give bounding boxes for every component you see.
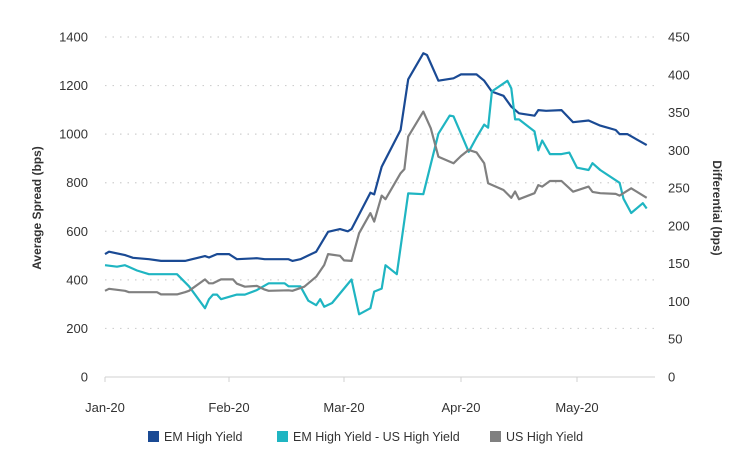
y2-axis-label: Differential (bps) (710, 160, 724, 255)
y-tick-label: 1000 (59, 127, 88, 142)
legend-label: EM High Yield - US High Yield (293, 430, 460, 444)
legend-item: US High Yield (490, 430, 583, 444)
series-line-1 (104, 79, 648, 316)
x-tick-label: Feb-20 (208, 400, 249, 415)
series-lines (104, 52, 648, 316)
y2-tick-label: 150 (668, 256, 690, 271)
x-tick-label: Mar-20 (323, 400, 364, 415)
x-tick-label: Jan-20 (85, 400, 125, 415)
x-tick-label: Apr-20 (441, 400, 480, 415)
y-axis-label: Average Spread (bps) (30, 146, 44, 270)
y-tick-label: 400 (66, 272, 88, 287)
legend-label: EM High Yield (164, 430, 243, 444)
y-tick-label: 200 (66, 321, 88, 336)
y2-tick-label: 250 (668, 181, 690, 196)
y2-tick-label: 0 (668, 370, 675, 385)
y2-tick-label: 450 (668, 30, 690, 45)
legend-swatch (277, 431, 288, 442)
series-line-2 (104, 110, 648, 296)
y-tick-label: 800 (66, 175, 88, 190)
y-tick-label: 1200 (59, 78, 88, 93)
legend-label: US High Yield (506, 430, 583, 444)
legend-swatch (490, 431, 501, 442)
y2-tick-label: 400 (668, 67, 690, 82)
axes: 0 200 400 600 800 1000 1200 1400 0 50 100 150 200 250… (59, 30, 690, 416)
y2-tick-label: 300 (668, 143, 690, 158)
y-tick-label: 1400 (59, 30, 88, 45)
y2-tick-label: 350 (668, 105, 690, 120)
series-line-0 (104, 52, 648, 262)
legend: EM High Yield EM High Yield - US High Yie… (148, 430, 583, 444)
y-tick-label: 600 (66, 224, 88, 239)
legend-item: EM High Yield (148, 430, 243, 444)
x-tick-label: May-20 (555, 400, 598, 415)
y2-tick-label: 100 (668, 294, 690, 309)
legend-swatch (148, 431, 159, 442)
y-tick-label: 0 (81, 370, 88, 385)
y2-tick-label: 50 (668, 332, 682, 347)
y2-tick-label: 200 (668, 218, 690, 233)
legend-item: EM High Yield - US High Yield (277, 430, 460, 444)
